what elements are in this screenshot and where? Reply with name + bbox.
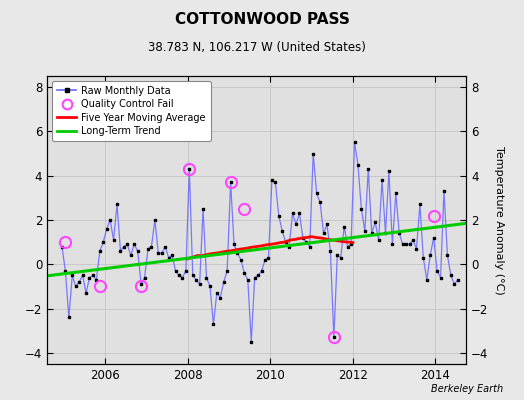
Text: Berkeley Earth: Berkeley Earth: [431, 384, 503, 394]
Y-axis label: Temperature Anomaly (°C): Temperature Anomaly (°C): [494, 146, 504, 294]
Text: COTTONWOOD PASS: COTTONWOOD PASS: [174, 12, 350, 27]
Title: 38.783 N, 106.217 W (United States): 38.783 N, 106.217 W (United States): [148, 41, 366, 54]
Legend: Raw Monthly Data, Quality Control Fail, Five Year Moving Average, Long-Term Tren: Raw Monthly Data, Quality Control Fail, …: [52, 81, 211, 141]
